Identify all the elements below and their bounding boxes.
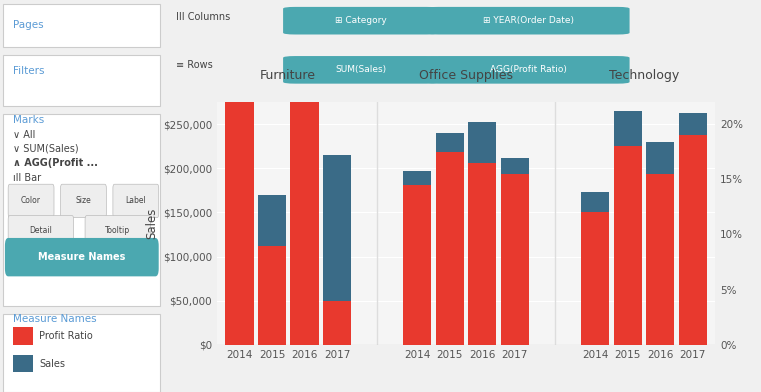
Bar [613, 146, 642, 345]
Text: ıll Bar: ıll Bar [13, 173, 41, 183]
Text: ⊞ YEAR(Order Date): ⊞ YEAR(Order Date) [482, 16, 574, 25]
Bar [291, 14, 319, 345]
Bar [679, 113, 707, 345]
Bar [501, 158, 529, 345]
Y-axis label: Profit Ratio: Profit Ratio [760, 191, 761, 256]
FancyBboxPatch shape [8, 216, 74, 245]
Text: AGG(Profit Ratio): AGG(Profit Ratio) [489, 65, 566, 74]
Bar [646, 174, 674, 345]
Text: ∨ SUM(Sales): ∨ SUM(Sales) [13, 144, 78, 154]
Text: Tooltip: Tooltip [105, 226, 130, 234]
Text: Label: Label [126, 196, 146, 205]
Text: ∨ All: ∨ All [13, 130, 36, 140]
Text: ≡ Rows: ≡ Rows [176, 60, 212, 70]
FancyBboxPatch shape [426, 56, 629, 83]
Bar [323, 301, 351, 345]
Text: Office Supplies: Office Supplies [419, 69, 513, 82]
Bar [225, 14, 253, 345]
Bar [403, 171, 431, 345]
Text: Technology: Technology [609, 69, 679, 82]
Text: ⊞ Category: ⊞ Category [335, 16, 387, 25]
Bar [323, 155, 351, 345]
Text: SUM(Sales): SUM(Sales) [335, 65, 387, 74]
FancyBboxPatch shape [3, 55, 161, 106]
Text: Marks: Marks [13, 114, 44, 125]
Bar [225, 206, 253, 345]
Bar [613, 111, 642, 345]
Bar [258, 195, 286, 345]
Bar [468, 122, 496, 345]
Text: Filters: Filters [13, 65, 45, 76]
FancyBboxPatch shape [113, 184, 159, 218]
Text: Pages: Pages [13, 20, 43, 31]
Bar [581, 192, 610, 345]
FancyBboxPatch shape [3, 114, 161, 306]
Text: Profit Ratio: Profit Ratio [40, 331, 93, 341]
Bar [646, 142, 674, 345]
FancyBboxPatch shape [283, 7, 438, 34]
Text: III Columns: III Columns [176, 12, 230, 22]
Text: Furniture: Furniture [260, 69, 317, 82]
Bar [679, 135, 707, 345]
Bar [13, 327, 33, 345]
Text: Measure Names: Measure Names [13, 314, 97, 325]
FancyBboxPatch shape [5, 238, 159, 276]
FancyBboxPatch shape [3, 4, 161, 47]
Text: ∧ AGG(Profit ...: ∧ AGG(Profit ... [13, 158, 98, 168]
Bar [436, 133, 464, 345]
Bar [436, 152, 464, 345]
FancyBboxPatch shape [61, 184, 107, 218]
FancyBboxPatch shape [85, 216, 151, 245]
Text: Sales: Sales [40, 359, 65, 369]
Bar [291, 168, 319, 345]
Text: Color: Color [21, 196, 41, 205]
Bar [403, 185, 431, 345]
FancyBboxPatch shape [426, 7, 629, 34]
Y-axis label: Sales: Sales [145, 208, 158, 239]
FancyBboxPatch shape [283, 56, 438, 83]
FancyBboxPatch shape [3, 314, 161, 392]
Bar [13, 355, 33, 372]
Text: Size: Size [75, 196, 91, 205]
Text: Measure Names: Measure Names [38, 252, 126, 262]
Bar [258, 245, 286, 345]
Text: Detail: Detail [30, 226, 53, 234]
Bar [468, 163, 496, 345]
FancyBboxPatch shape [8, 184, 54, 218]
Bar [581, 212, 610, 345]
Bar [501, 174, 529, 345]
